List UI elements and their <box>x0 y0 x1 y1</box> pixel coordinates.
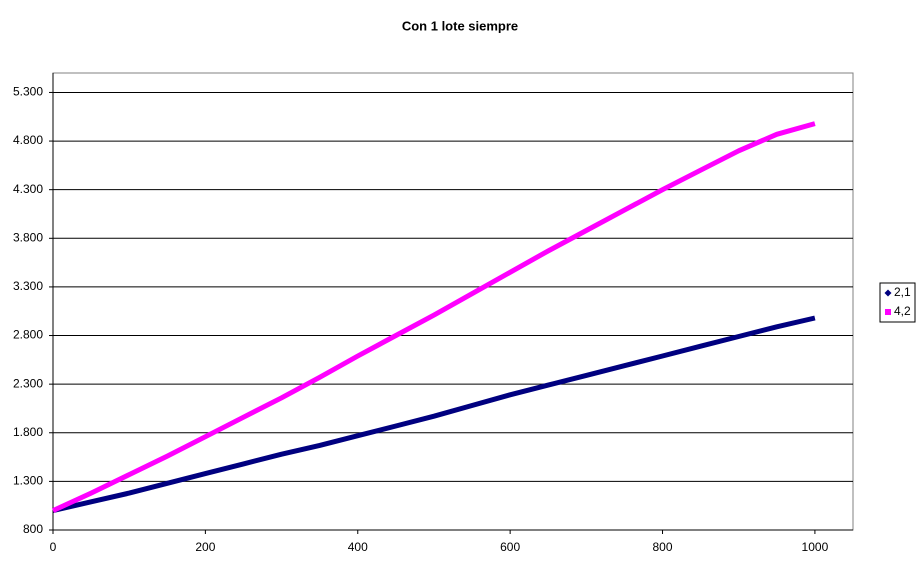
x-tick-label: 800 <box>653 540 673 554</box>
legend-marker <box>885 309 891 315</box>
y-tick-label: 1.300 <box>13 474 43 488</box>
y-tick-label: 5.300 <box>13 85 43 99</box>
y-tick-label: 800 <box>23 522 43 536</box>
legend-box <box>879 282 916 323</box>
x-tick-label: 200 <box>195 540 215 554</box>
y-tick-label: 2.300 <box>13 376 43 390</box>
x-tick-label: 600 <box>500 540 520 554</box>
series-line <box>51 121 816 513</box>
plot-area <box>52 72 854 531</box>
series-line <box>52 315 816 514</box>
y-tick-label: 4.300 <box>13 182 43 196</box>
x-tick-label: 1000 <box>802 540 829 554</box>
x-tick-label: 0 <box>50 540 57 554</box>
y-tick-label: 3.800 <box>13 230 43 244</box>
chart-title: Con 1 lote siempre <box>402 18 518 33</box>
legend-label: 2,1 <box>894 285 911 299</box>
legend-label: 4,2 <box>894 304 911 318</box>
y-tick-label: 2.800 <box>13 328 43 342</box>
legend-marker <box>884 289 892 297</box>
y-tick-label: 4.800 <box>13 133 43 147</box>
y-tick-label: 1.800 <box>13 425 43 439</box>
x-tick-label: 400 <box>348 540 368 554</box>
y-tick-label: 3.300 <box>13 279 43 293</box>
